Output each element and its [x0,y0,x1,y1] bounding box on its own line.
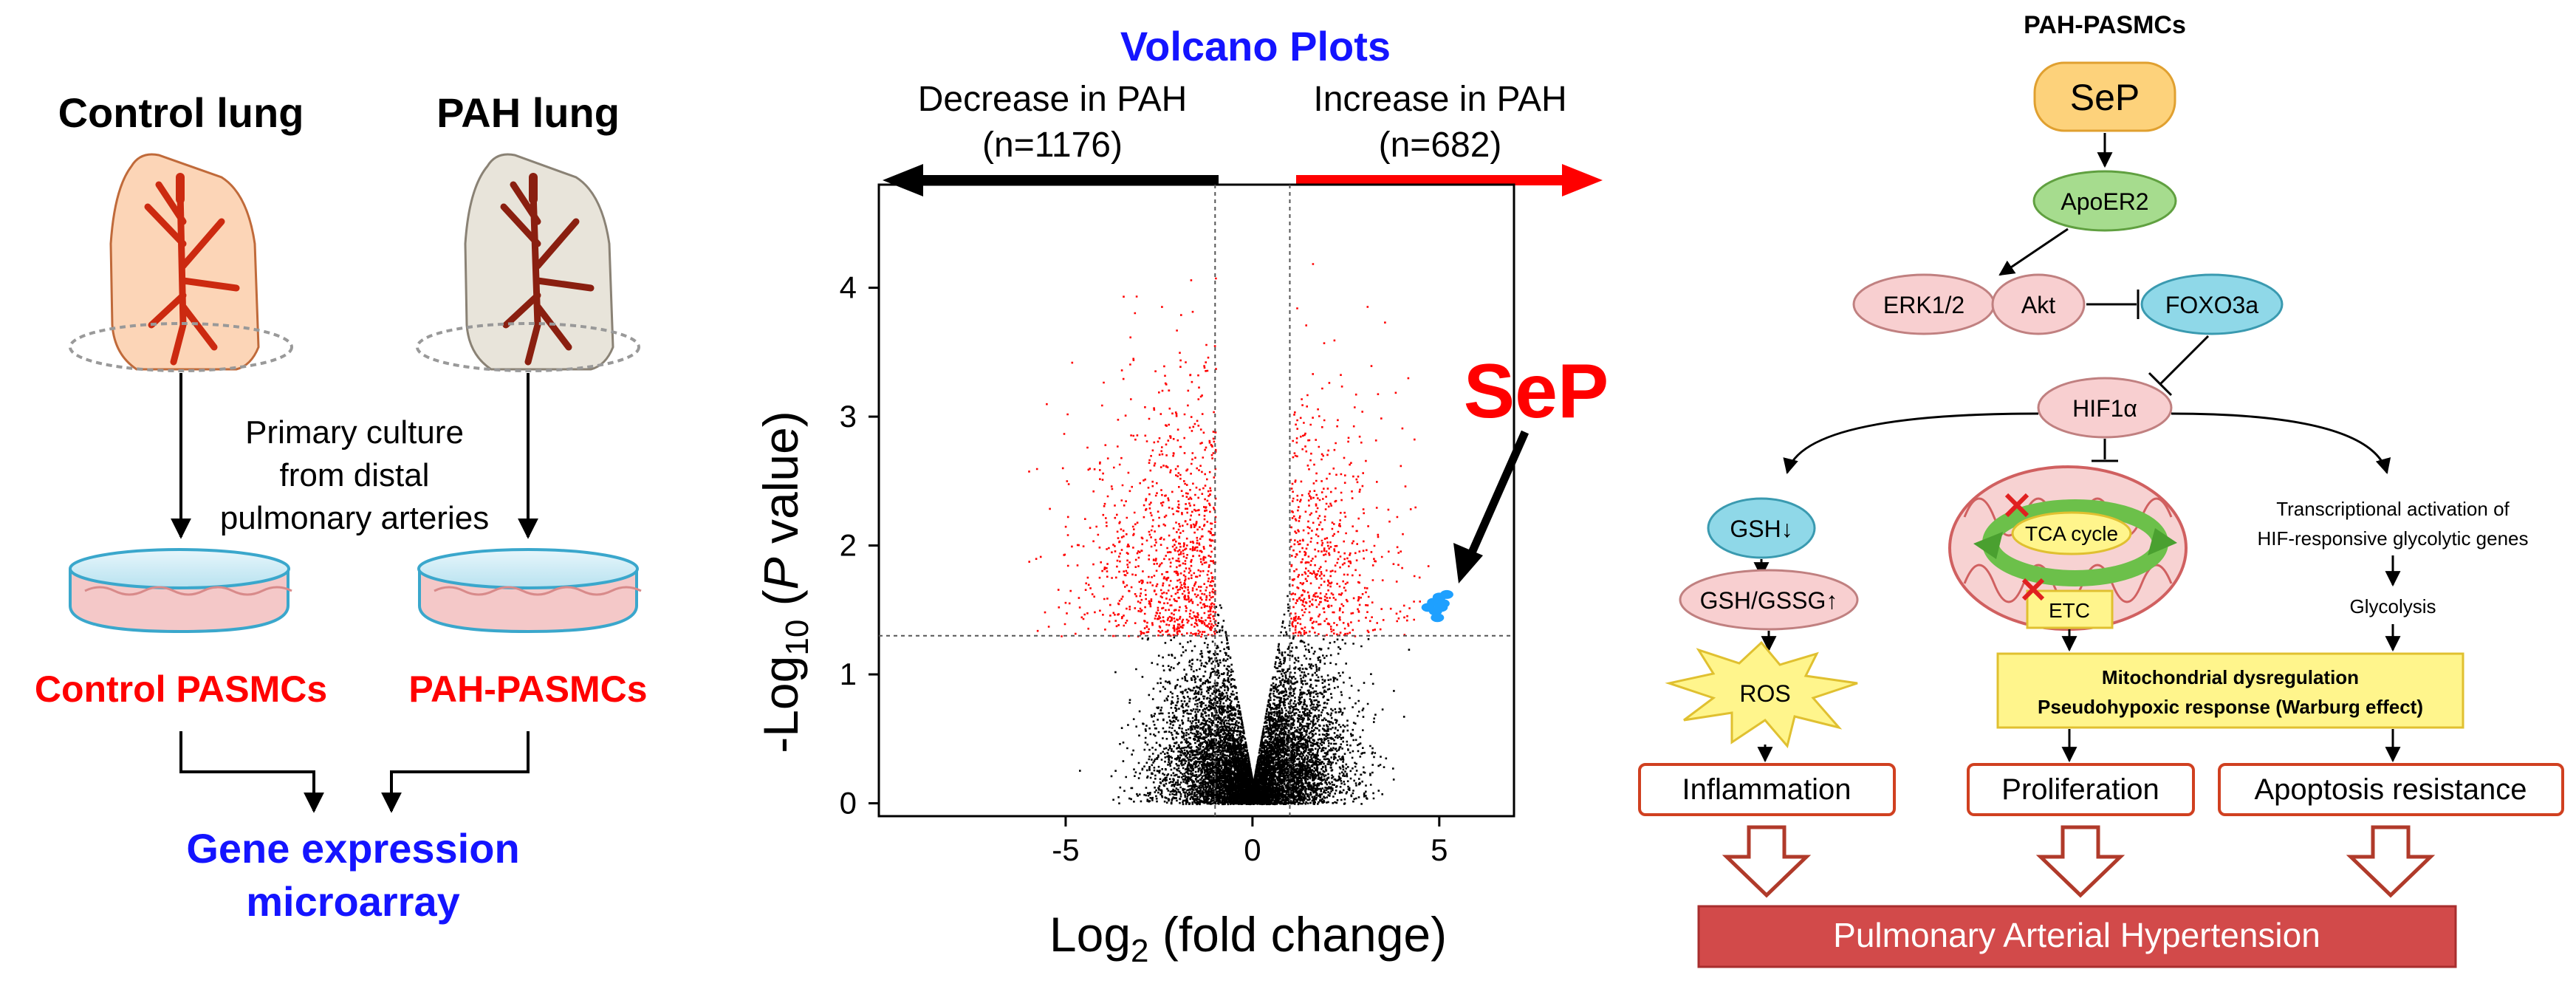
proliferation-label: Proliferation [2001,773,2159,806]
y-axis-ticks: 0 1 2 3 4 [840,270,879,821]
apoer2-node [2032,170,2177,232]
cutoff-lines [879,185,1514,816]
distal-region-outline [69,322,293,372]
hif-label: HIF1α [2072,395,2137,422]
inflammation-box [1638,763,1896,816]
significant-points [1028,263,1430,638]
sep-callout: SeP [1464,349,1609,434]
glycolysis-label: Glycolysis [2349,595,2436,617]
microarray-label-line2: microarray [246,878,460,925]
culture-text-line3: pulmonary arteries [220,500,489,536]
volcano-title: Volcano Plots [1120,23,1391,69]
control-pasmcs-label: Control PASMCs [35,668,327,710]
decrease-label-line1: Decrease in PAH [918,80,1188,119]
decrease-label-line2: (n=1176) [982,126,1123,165]
volcano-points [1028,263,1430,806]
culture-text-line1: Primary culture [245,414,464,451]
x-tick-label: 5 [1431,832,1448,867]
apoer2-label: ApoER2 [2061,188,2148,215]
ros-label: ROS [1739,680,1790,707]
mito-dysregulation-box [1996,652,2464,729]
apoptosis-label: Apoptosis resistance [2254,773,2527,806]
outcome-down-arrows [1722,825,2436,898]
gsh-label: GSH↓ [1730,516,1792,542]
culture-text-line2: from distal [280,457,430,493]
inflammation-label: Inflammation [1682,773,1852,806]
foxo-label: FOXO3a [2165,292,2258,318]
sep-point [1434,603,1448,612]
increase-label-line2: (n=682) [1379,126,1502,165]
y-axis-label: -Log10 (P value) [753,411,815,753]
nonsignificant-points [1079,584,1411,806]
mito-label-line1: Mitochondrial dysregulation [2102,666,2359,688]
pah-outcome-bar [1697,905,2457,968]
increase-label-line1: Increase in PAH [1313,80,1566,119]
distal-region-outline [416,322,640,372]
transcription-label-line2: HIF-responsive glycolytic genes [2257,527,2528,550]
y-tick-label: 2 [840,528,857,563]
tca-label: TCA cycle [2025,522,2118,545]
x-tick-label: -5 [1052,832,1079,867]
plot-frame [877,183,1515,818]
pah-pasmcs-label: PAH-PASMCs [408,668,647,710]
pah-outcome-label: Pulmonary Arterial Hypertension [1833,916,2320,954]
sep-points [1421,589,1453,623]
pathway-title: PAH-PASMCs [2024,11,2186,39]
proliferation-box [1967,763,2195,816]
pathway-panel: PAH-PASMCs SeP ApoER2 ERK1/2 Akt FOXO3a … [1638,11,2564,968]
microarray-label-line1: Gene expression [186,825,519,872]
pah-lung-illustration [416,153,640,372]
sep-node [2033,61,2176,132]
etc-blocked-icon [2021,578,2045,601]
sep-point [1431,613,1445,623]
apoptosis-box [2218,763,2564,816]
y-tick-label: 0 [840,786,857,821]
akt-label: Akt [2021,292,2055,318]
hif-node [2037,377,2173,439]
foxo-node [2140,273,2284,335]
erk-label: ERK1/2 [1883,292,1964,318]
y-tick-label: 3 [840,399,857,434]
y-tick-label: 4 [840,270,857,305]
mito-label-line2: Pseudohypoxic response (Warburg effect) [2038,696,2423,718]
control-lung-illustration [69,153,293,372]
decrease-arrow [883,164,1219,196]
y-tick-label: 1 [840,657,857,691]
x-tick-label: 0 [1244,832,1261,867]
x-axis-ticks: -5 0 5 [1052,816,1448,867]
ros-burst [1665,640,1858,749]
sep-point [1439,589,1453,599]
pah-culture-dish [417,548,642,634]
control-culture-dish [69,548,292,634]
sep-callout-arrow [1453,430,1530,584]
volcano-panel: Volcano Plots Decrease in PAH (n=1176) I… [753,23,1609,969]
pah-lung-label: PAH lung [436,89,620,136]
transcription-label-line1: Transcriptional activation of [2276,498,2510,520]
x-axis-label: Log2 (fold change) [1049,907,1447,969]
gssg-label: GSH/GSSG↑ [1700,587,1838,614]
etc-label: ETC [2049,599,2090,622]
left-panel: Control lung PAH lung Primary culture fr… [35,89,648,925]
sep-node-label: SeP [2070,77,2140,118]
control-lung-label: Control lung [58,89,304,136]
increase-arrow [1296,164,1603,196]
akt-node [1991,273,2086,335]
tca-blocked-icon [2004,493,2029,518]
gssg-node [1679,569,1859,631]
tca-node [2011,511,2132,555]
gsh-node [1707,497,1816,559]
